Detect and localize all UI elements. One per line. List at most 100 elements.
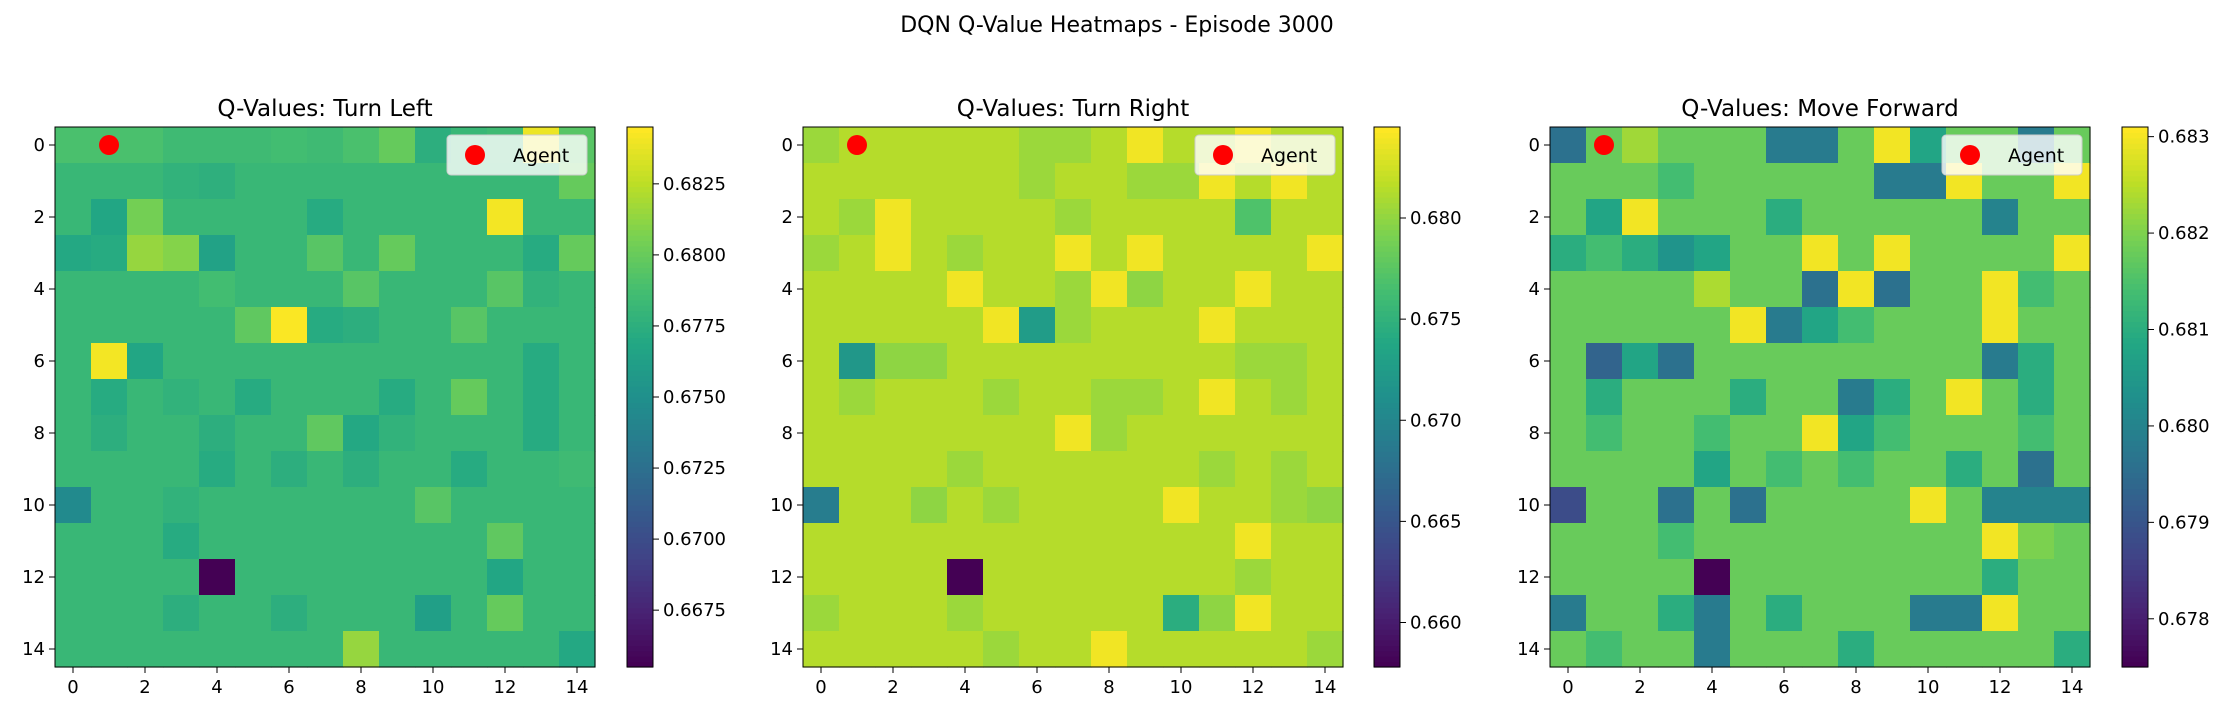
heatmap-cell [1622,127,1659,164]
legend-label: Agent [2008,145,2064,167]
heatmap-cell [487,595,524,632]
heatmap-cell [911,523,948,560]
colorbar-segment [2122,418,2148,425]
colorbar-segment [1374,656,1400,663]
x-tick-label: 14 [1314,677,1337,698]
heatmap-cell [839,235,876,272]
colorbar-segment [1374,267,1400,274]
heatmap-cell [1658,595,1695,632]
heatmap-cell [55,127,92,164]
heatmap-cell [1586,163,1623,200]
colorbar-segment [2122,224,2148,231]
colorbar-tick-label: 0.675 [1410,309,1462,330]
heatmap-cell [343,307,380,344]
heatmap-cell [1271,451,1308,488]
heatmap-cell [1946,379,1983,416]
heatmap-cell [271,451,308,488]
colorbar-segment [627,186,653,193]
heatmap-cell [307,559,344,596]
heatmap-cell [1199,379,1236,416]
heatmap-cell [1235,307,1272,344]
y-tick-label: 8 [34,423,45,444]
colorbar-segment [2122,613,2148,619]
heatmap-cell [1766,307,1803,344]
heatmap-cell [163,415,200,452]
heatmap-cell [1019,451,1056,488]
colorbar-segment [2122,353,2148,360]
heatmap-cell [271,163,308,200]
heatmap-cell [235,415,272,452]
heatmap-cell [1586,379,1623,416]
heatmap-cell [1586,307,1623,344]
heatmap-cell [875,559,912,596]
heatmap-cell [1586,487,1623,524]
heatmap-cell [1091,487,1128,524]
heatmap-cell [1946,631,1983,668]
legend: Agent [1194,134,1336,176]
panel-title: Q-Values: Move Forward [1681,96,1958,122]
heatmap-cell [271,631,308,668]
heatmap-cell [1802,199,1839,236]
heatmap-cell [983,271,1020,308]
colorbar-segment [2122,618,2148,625]
x-tick-label: 14 [566,677,589,698]
heatmap-cell [1307,523,1344,560]
colorbar-segment [2122,526,2148,533]
heatmap-cell [1982,559,2019,596]
heatmap-cell [379,631,416,668]
colorbar: 0.678 0.679 0.680 0.681 0.682 0.683 [2121,126,2210,668]
heatmap-cell [1550,451,1587,488]
colorbar-segment [2122,326,2148,333]
colorbar-segment [2122,391,2148,398]
heatmap-cell [415,235,452,272]
colorbar-segment [2122,359,2148,366]
colorbar-segment [627,488,653,495]
heatmap-cell [911,451,948,488]
x-tick-label: 2 [139,677,150,698]
heatmap-cell [1271,595,1308,632]
heatmap-cell [487,379,524,416]
heatmap-cell [199,163,236,200]
heatmap-cell [1127,307,1164,344]
heatmap-cell [1550,271,1587,308]
heatmap-cell [1019,127,1056,164]
colorbar-segment [1374,634,1400,641]
heatmap-cell [523,595,560,632]
y-tick-label: 14 [770,639,793,660]
colorbar-segment [627,224,653,231]
colorbar-segment [627,569,653,576]
heatmap-cell [1127,523,1164,560]
heatmap-cell [1766,343,1803,380]
colorbar-segment [1374,197,1400,204]
heatmap-cell [1730,271,1767,308]
heatmap-cell [127,631,164,668]
x-tick-label: 6 [1778,677,1789,698]
colorbar-segment [2122,494,2148,501]
heatmap-cell [1766,631,1803,668]
colorbar-segment [1374,353,1400,360]
heatmap-cell [163,559,200,596]
colorbar-segment [2122,332,2148,339]
heatmap-cell [803,127,840,164]
colorbar-segment [2122,434,2148,441]
heatmap-cell [1658,415,1695,452]
heatmap-cell [1694,199,1731,236]
heatmap-cell [1622,163,1659,200]
colorbar-segment [1374,154,1400,160]
heatmap-cell [523,379,560,416]
heatmap-cell [1802,307,1839,344]
colorbar-segment [1374,370,1400,376]
heatmap-cell [55,379,92,416]
heatmap-cell [235,271,272,308]
heatmap-cell [1766,415,1803,452]
heatmap-cell [1055,163,1092,200]
colorbar-segment [627,515,653,522]
heatmap-cell [235,595,272,632]
heatmap-cell [911,595,948,632]
heatmap-cell [415,415,452,452]
colorbar-segment [627,580,653,587]
heatmap-cell [451,379,488,416]
heatmap-cell [1622,307,1659,344]
colorbar-segment [2122,283,2148,290]
heatmap-cell [839,415,876,452]
